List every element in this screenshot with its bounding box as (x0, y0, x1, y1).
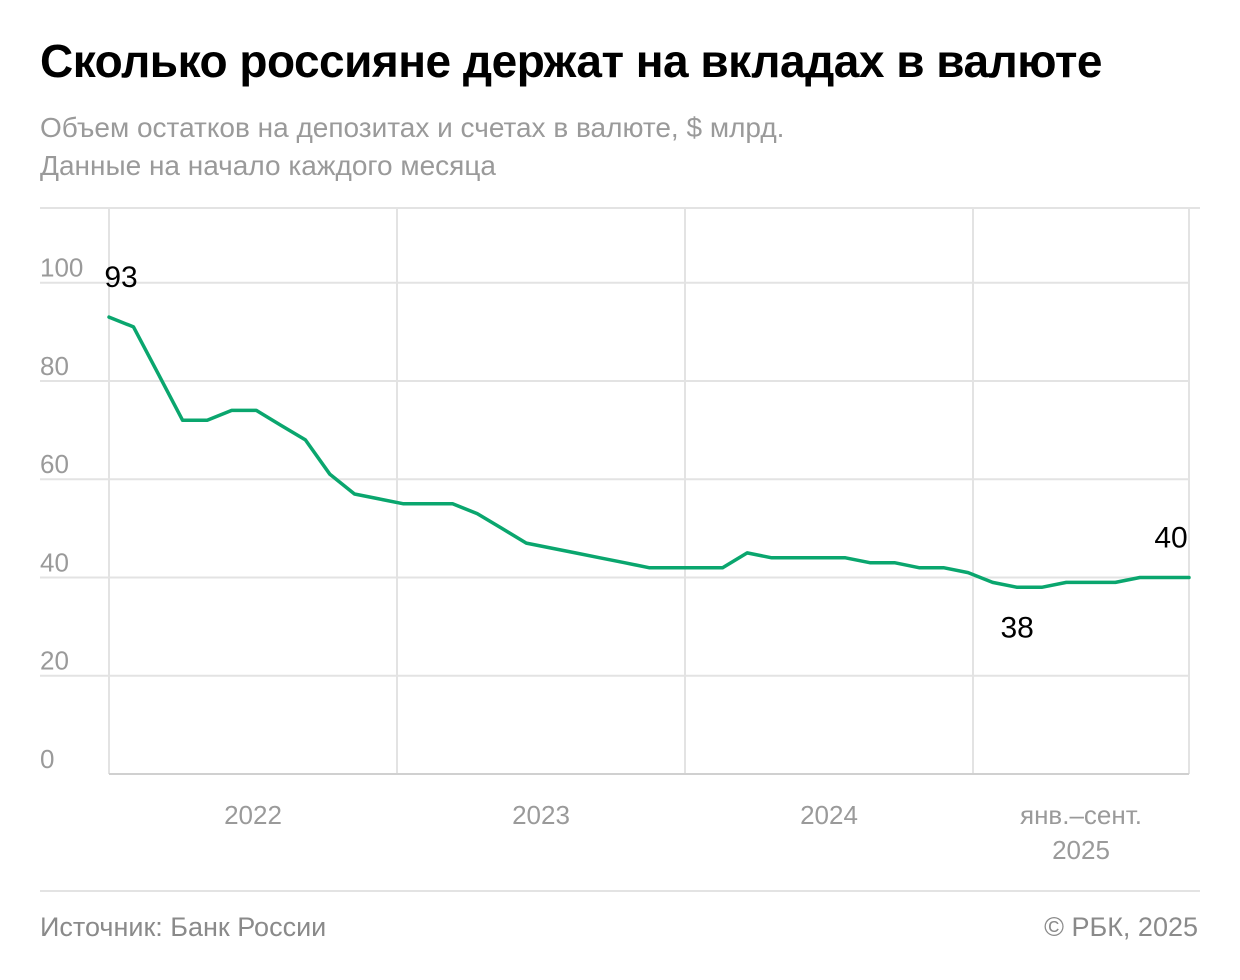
chart-subtitle-line2: Данные на начало каждого месяца (40, 150, 496, 181)
copyright-note: © РБК, 2025 (1044, 912, 1198, 942)
x-tick-label-1: 2023 (512, 800, 570, 830)
line-chart: 0 20 40 60 80 100 2022 2023 2024 янв.–сент. 2025 9… (40, 209, 1191, 865)
y-tick-label-60: 60 (40, 449, 69, 479)
bottom-divider (40, 890, 1200, 892)
y-tick-label-20: 20 (40, 646, 69, 676)
x-tick-label-2: 2024 (800, 800, 858, 830)
source-note: Источник: Банк России (40, 912, 327, 942)
data-label-layer: 93 38 40 (104, 261, 1187, 644)
x-tick-label-0: 2022 (224, 800, 282, 830)
y-tick-label-80: 80 (40, 351, 69, 381)
data-label-93: 93 (104, 261, 137, 294)
series-line-0 (107, 315, 1191, 590)
data-label-40: 40 (1154, 521, 1187, 554)
series-layer (107, 315, 1191, 590)
grid-layer (40, 209, 1190, 775)
y-tick-label-40: 40 (40, 547, 69, 577)
data-label-38: 38 (1000, 611, 1033, 644)
x-tick-label-3-line2: 2025 (1052, 835, 1110, 865)
x-tick-label-3: янв.–сент. (1020, 800, 1142, 830)
chart-title: Сколько россияне держат на вкладах в вал… (40, 35, 1103, 87)
y-tick-label-0: 0 (40, 744, 54, 774)
top-divider (40, 207, 1200, 209)
tick-layer: 0 20 40 60 80 100 2022 2023 2024 янв.–сент. 2025 (40, 253, 1142, 865)
y-tick-label-100: 100 (40, 253, 83, 283)
chart-subtitle-line1: Объем остатков на депозитах и счетах в в… (40, 112, 785, 143)
